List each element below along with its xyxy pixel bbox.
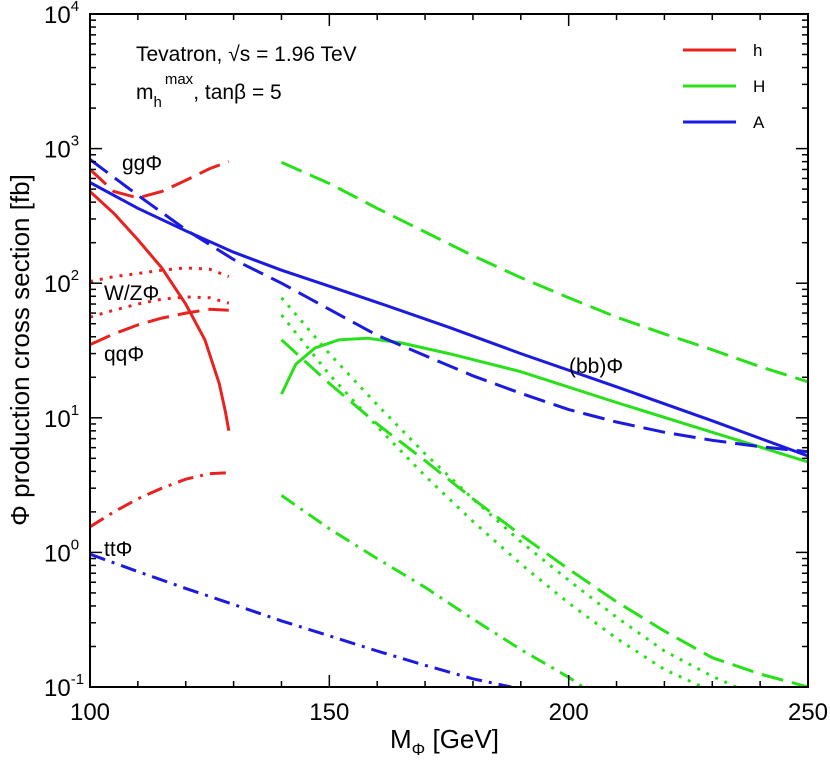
y-tick-label: 101 — [44, 402, 79, 433]
series-h-qq — [90, 307, 229, 346]
series-H-WZ2 — [280, 314, 704, 687]
y-tick-label: 100 — [44, 536, 79, 567]
legend-label-A: A — [753, 113, 765, 132]
label-wz: W/ZΦ — [104, 282, 159, 305]
y-tick-label: 103 — [44, 133, 79, 164]
legend-label-H: H — [753, 77, 765, 96]
y-tick-label: 102 — [44, 267, 79, 298]
series-A-tt — [90, 552, 512, 687]
series-A-gg — [90, 158, 808, 454]
legend: hHA — [683, 41, 765, 132]
series-h-gg — [90, 160, 230, 200]
plot-frame — [89, 13, 809, 688]
y-tick-label: 10-1 — [44, 671, 84, 702]
y-axis-title: Φ production cross section [fb] — [5, 174, 35, 526]
legend-label-h: h — [753, 41, 762, 60]
info-line-2: mhmax, tanβ = 5 — [136, 71, 282, 111]
series-H-gg — [280, 161, 808, 384]
x-tick-label: 150 — [309, 699, 349, 726]
series-h-WZ — [90, 266, 230, 283]
x-tick-label: 200 — [549, 699, 589, 726]
label-gg: ggΦ — [122, 152, 162, 175]
y-tick-label: 104 — [44, 0, 79, 29]
series-h-WZ2 — [90, 295, 230, 319]
label-tt: ttΦ — [104, 538, 132, 561]
series-H-WZ — [280, 296, 737, 687]
x-tick-label: 250 — [788, 699, 828, 726]
series-H-qq — [280, 338, 808, 687]
x-tick-label: 100 — [70, 699, 110, 726]
info-line-1: Tevatron, √s = 1.96 TeV — [136, 43, 357, 66]
curves-layer — [90, 158, 808, 687]
series-H-bb — [280, 336, 808, 464]
series-H-tt — [280, 494, 584, 687]
series-A-bb — [90, 181, 808, 458]
label-qq: qqΦ — [104, 343, 144, 366]
series-h-tt — [90, 471, 229, 529]
series-h-bb — [90, 190, 231, 432]
label-bb: (bb)Φ — [569, 355, 623, 378]
x-axis-title: MΦ [GeV] — [390, 724, 499, 759]
